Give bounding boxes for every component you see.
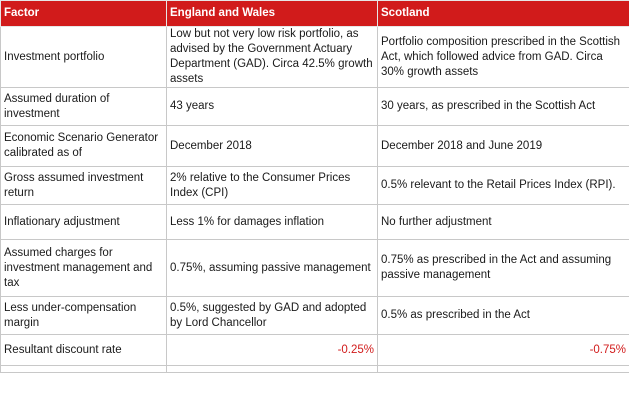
factor-cell: Assumed duration of investment: [0, 87, 167, 126]
header-row: Factor England and Wales Scotland: [0, 0, 629, 27]
header-scotland: Scotland: [377, 0, 629, 27]
england-wales-cell: 0.75%, assuming passive management: [166, 239, 378, 297]
table-body: Investment portfolio Low but not very lo…: [0, 26, 629, 373]
england-wales-cell: 43 years: [166, 87, 378, 126]
scotland-cell: 0.75% as prescribed in the Act and assum…: [377, 239, 629, 297]
scotland-cell: No further adjustment: [377, 204, 629, 240]
header-england-wales: England and Wales: [166, 0, 378, 27]
scotland-cell: 0.5% as prescribed in the Act: [377, 296, 629, 335]
header-factor: Factor: [0, 0, 167, 27]
scotland-cell: 0.5% relevant to the Retail Prices Index…: [377, 166, 629, 205]
table-header: Factor England and Wales Scotland: [0, 0, 629, 27]
table-row: Gross assumed investment return 2% relat…: [0, 166, 629, 205]
england-wales-cell: December 2018: [166, 125, 378, 167]
factor-cell: Less under-compensation margin: [0, 296, 167, 335]
factor-cell: Resultant discount rate: [0, 334, 167, 366]
england-wales-cell: Less 1% for damages inflation: [166, 204, 378, 240]
england-wales-cell: 2% relative to the Consumer Prices Index…: [166, 166, 378, 205]
empty-cell: [166, 365, 378, 373]
table-row: Economic Scenario Generator calibrated a…: [0, 125, 629, 167]
england-wales-discount-rate: -0.25%: [166, 334, 378, 366]
factor-cell: Inflationary adjustment: [0, 204, 167, 240]
table-row: Assumed duration of investment 43 years …: [0, 87, 629, 126]
table-row-empty: [0, 365, 629, 373]
table-row: Assumed charges for investment managemen…: [0, 239, 629, 297]
scotland-cell: Portfolio composition prescribed in the …: [377, 26, 629, 88]
scotland-discount-rate: -0.75%: [377, 334, 629, 366]
table-row: Investment portfolio Low but not very lo…: [0, 26, 629, 88]
scotland-cell: 30 years, as prescribed in the Scottish …: [377, 87, 629, 126]
discount-rate-comparison-table: Factor England and Wales Scotland Invest…: [0, 0, 629, 373]
england-wales-cell: Low but not very low risk portfolio, as …: [166, 26, 378, 88]
empty-cell: [0, 365, 167, 373]
factor-cell: Gross assumed investment return: [0, 166, 167, 205]
factor-cell: Economic Scenario Generator calibrated a…: [0, 125, 167, 167]
factor-cell: Investment portfolio: [0, 26, 167, 88]
table-row: Less under-compensation margin 0.5%, sug…: [0, 296, 629, 335]
scotland-cell: December 2018 and June 2019: [377, 125, 629, 167]
factor-cell: Assumed charges for investment managemen…: [0, 239, 167, 297]
empty-cell: [377, 365, 629, 373]
table-row-discount-rate: Resultant discount rate -0.25% -0.75%: [0, 334, 629, 366]
table-row: Inflationary adjustment Less 1% for dama…: [0, 204, 629, 240]
england-wales-cell: 0.5%, suggested by GAD and adopted by Lo…: [166, 296, 378, 335]
